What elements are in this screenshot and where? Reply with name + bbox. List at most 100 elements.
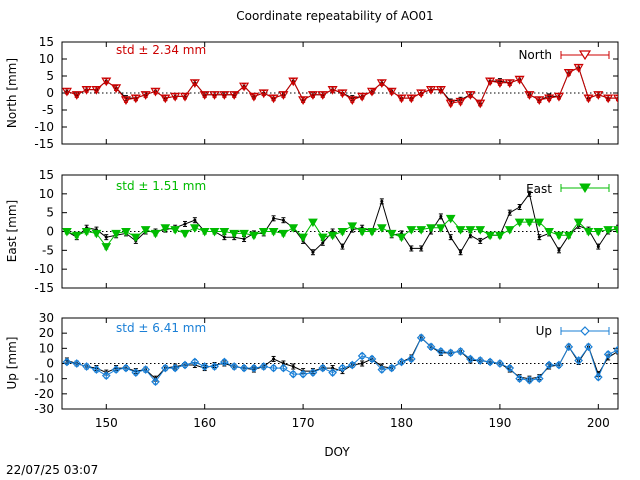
up-point	[406, 354, 416, 364]
north-y-axis-label: North [mm]	[5, 58, 19, 128]
up-point	[82, 362, 91, 371]
east-point	[258, 228, 269, 237]
up-point	[554, 360, 564, 370]
east-point-ref	[380, 199, 384, 203]
up-point	[426, 342, 436, 352]
north-point	[612, 94, 618, 104]
north-point	[514, 75, 525, 85]
north-point	[278, 91, 289, 100]
east-point	[81, 228, 92, 237]
east-point	[160, 224, 171, 233]
north-point	[140, 91, 151, 100]
east-point-ref	[537, 235, 541, 239]
east-point	[337, 228, 348, 237]
up-x-ticks: 150 160 170 180 190 200	[95, 318, 610, 430]
east-point	[563, 231, 574, 241]
up-point	[259, 362, 269, 371]
up-point	[613, 345, 618, 355]
east-point	[219, 228, 230, 237]
up-point	[584, 342, 593, 352]
east-point	[327, 231, 338, 241]
up-point	[249, 363, 259, 373]
east-point	[170, 226, 181, 235]
east-point-ref	[419, 246, 423, 250]
north-point	[337, 89, 348, 99]
up-point	[279, 363, 288, 373]
east-point	[229, 229, 240, 239]
up-point	[564, 342, 574, 352]
up-y-tick-label: -10	[34, 372, 54, 386]
east-point	[524, 218, 535, 228]
north-y-tick-label: -10	[34, 120, 54, 134]
up-point-ref	[291, 365, 295, 369]
north-point	[475, 99, 486, 109]
east-point-ref	[557, 248, 561, 252]
east-y-tick-label: 10	[39, 187, 54, 201]
north-point	[71, 91, 82, 100]
east-point	[317, 233, 328, 243]
x-tick-label: 160	[193, 416, 216, 430]
north-legend-key	[560, 50, 610, 61]
east-point	[278, 229, 289, 239]
north-point	[268, 94, 279, 104]
north-point	[376, 79, 387, 89]
north-point	[357, 92, 368, 102]
east-point	[249, 231, 259, 241]
east-y-axis-label: East [mm]	[5, 200, 19, 262]
east-point	[573, 218, 584, 228]
north-y-tick-label: 5	[46, 69, 54, 83]
north-y-tick-label: -15	[34, 137, 54, 151]
east-point	[593, 228, 604, 237]
north-point	[504, 79, 515, 89]
east-point	[308, 218, 318, 228]
east-point-ref	[449, 235, 453, 239]
north-point	[298, 96, 309, 106]
east-point	[534, 218, 545, 228]
up-y-tick-label: -30	[34, 402, 54, 416]
east-point	[495, 231, 505, 241]
north-x-ticks	[105, 42, 599, 144]
up-point-ref	[272, 357, 276, 361]
east-point	[436, 224, 446, 233]
east-point	[475, 226, 486, 235]
north-series	[62, 63, 618, 109]
east-point	[199, 228, 210, 237]
east-point-ref	[281, 218, 285, 222]
east-point-ref	[222, 235, 226, 239]
x-tick-label: 190	[488, 416, 511, 430]
x-tick-label: 170	[292, 416, 315, 430]
east-point-ref	[193, 218, 197, 222]
up-point	[505, 363, 515, 373]
up-point	[72, 359, 82, 368]
east-point	[416, 226, 427, 235]
up-point	[485, 357, 495, 367]
up-series-1-line	[66, 336, 618, 383]
up-point	[377, 365, 387, 374]
north-y-tick-label: -5	[42, 103, 54, 117]
east-point	[406, 226, 417, 235]
up-point	[111, 365, 121, 374]
north-point	[219, 91, 230, 100]
north-point	[120, 96, 131, 106]
north-point	[179, 92, 191, 102]
east-point	[268, 228, 279, 237]
east-std-label: std ± 1.51 mm	[116, 179, 206, 193]
north-point	[435, 85, 446, 95]
east-point	[189, 224, 200, 233]
east-series	[62, 190, 618, 256]
east-point	[367, 228, 377, 237]
east-point-ref	[508, 211, 512, 215]
east-y-tick-label: -5	[42, 243, 54, 257]
up-point	[603, 350, 613, 359]
east-point-ref	[242, 237, 246, 241]
north-point	[307, 91, 318, 100]
up-legend-label: Up	[536, 324, 552, 338]
east-series-0-line	[66, 192, 618, 254]
east-point	[130, 233, 141, 243]
north-point	[544, 94, 555, 104]
north-point	[160, 94, 171, 104]
up-point	[397, 357, 406, 367]
up-point	[229, 362, 239, 371]
north-point	[248, 92, 259, 102]
